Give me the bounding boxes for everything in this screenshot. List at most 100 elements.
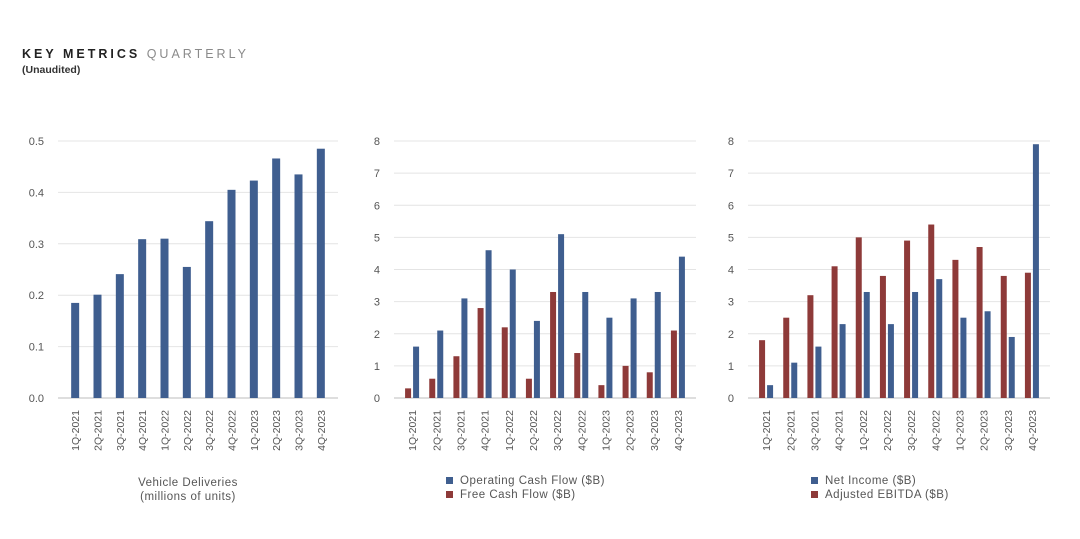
y-tick-label: 5 [728,232,734,244]
bar-deliveries [294,174,303,398]
x-tick-label: 4Q-2023 [673,410,685,451]
y-tick-label: 0.4 [29,187,44,199]
x-tick-label: 2Q-2021 [93,410,105,451]
y-tick-label: 3 [374,297,380,309]
bar-series-1 [984,311,991,398]
x-tick-label: 2Q-2022 [882,410,894,451]
chart-caption: (millions of units) [140,491,236,503]
bar-series-2 [598,385,605,398]
x-tick-label: 4Q-2023 [316,410,328,451]
legend-swatch [446,491,453,498]
y-tick-label: 0.5 [29,136,44,148]
x-tick-label: 4Q-2021 [137,410,149,451]
bar-deliveries [160,238,169,398]
x-tick-label: 1Q-2021 [407,410,419,451]
x-tick-label: 4Q-2022 [227,410,239,451]
bar-deliveries [249,180,258,398]
x-tick-label: 1Q-2021 [761,410,773,451]
bar-series-2 [976,247,983,398]
bar-series-2 [879,275,886,398]
legend-label: Free Cash Flow ($B) [460,489,576,501]
y-tick-label: 2 [374,329,380,341]
bar-series-2 [501,327,508,398]
x-tick-label: 1Q-2023 [600,410,612,451]
bar-series-2 [855,237,862,398]
bar-series-1 [839,324,846,398]
y-tick-label: 3 [728,297,734,309]
bar-series-1 [960,317,967,398]
y-tick-label: 0 [374,393,380,405]
bar-series-1 [437,330,444,398]
x-tick-label: 3Q-2021 [809,410,821,451]
bar-series-2 [783,317,790,398]
bar-deliveries [115,274,124,398]
x-tick-label: 2Q-2021 [431,410,443,451]
bar-series-2 [807,295,814,398]
bar-series-2 [1000,275,1007,398]
bar-deliveries [71,302,80,398]
x-tick-label: 1Q-2023 [954,410,966,451]
bar-series-2 [405,388,412,398]
x-tick-label: 4Q-2023 [1027,410,1039,451]
y-tick-label: 0.0 [29,393,44,405]
x-tick-label: 4Q-2021 [480,410,492,451]
x-tick-label: 3Q-2022 [204,410,216,451]
x-tick-label: 1Q-2022 [858,410,870,451]
legend-label: Adjusted EBITDA ($B) [825,489,949,501]
bar-series-1 [791,362,798,398]
y-tick-label: 6 [374,200,380,212]
x-tick-label: 3Q-2022 [906,410,918,451]
bar-series-2 [429,378,436,398]
bar-series-2 [670,330,677,398]
bar-series-2 [904,240,911,398]
bar-series-1 [1032,144,1039,398]
x-tick-label: 2Q-2023 [271,410,283,451]
x-tick-label: 3Q-2021 [455,410,467,451]
bar-series-2 [928,224,935,398]
x-tick-label: 2Q-2021 [785,410,797,451]
y-tick-label: 2 [728,329,734,341]
x-tick-label: 1Q-2022 [160,410,172,451]
bar-series-1 [863,291,870,398]
bar-series-1 [1008,336,1015,398]
bar-series-1 [461,298,468,398]
x-tick-label: 3Q-2023 [1003,410,1015,451]
legend-swatch [811,491,818,498]
bar-deliveries [227,189,236,398]
bar-series-2 [622,365,629,398]
bar-series-2 [525,378,532,398]
bar-series-1 [630,298,637,398]
y-tick-label: 5 [374,232,380,244]
bar-series-2 [759,340,766,398]
x-tick-label: 4Q-2022 [930,410,942,451]
bar-deliveries [93,294,102,398]
x-tick-label: 2Q-2022 [182,410,194,451]
bar-series-1 [509,269,516,398]
x-tick-label: 3Q-2023 [294,410,306,451]
chart-2: 0 1 2 3 4 5 6 7 8 1Q-2021 2Q-2021 3Q-2021 4Q-2021 1Q-… [374,136,696,501]
bar-series-1 [485,250,492,398]
chart-caption: Vehicle Deliveries [138,477,238,489]
bar-deliveries [316,148,325,398]
x-tick-label: 4Q-2021 [834,410,846,451]
x-tick-label: 2Q-2022 [528,410,540,451]
bar-series-1 [936,279,943,398]
bar-deliveries [138,239,147,398]
y-tick-label: 8 [728,136,734,148]
bar-deliveries [272,158,281,398]
bar-series-2 [952,259,959,398]
bar-series-2 [477,308,484,398]
page-subtitle: (Unaudited) [22,64,81,76]
y-tick-label: 0.3 [29,239,44,251]
y-tick-label: 6 [728,200,734,212]
bar-deliveries [182,266,191,398]
y-tick-label: 4 [374,265,380,277]
legend-label: Operating Cash Flow ($B) [460,475,605,487]
y-tick-label: 0.1 [29,342,44,354]
title-light: QUARTERLY [146,47,249,61]
bar-series-1 [654,291,661,398]
title-bold: KEY METRICS [22,47,141,61]
y-tick-label: 7 [374,168,380,180]
x-tick-label: 2Q-2023 [625,410,637,451]
